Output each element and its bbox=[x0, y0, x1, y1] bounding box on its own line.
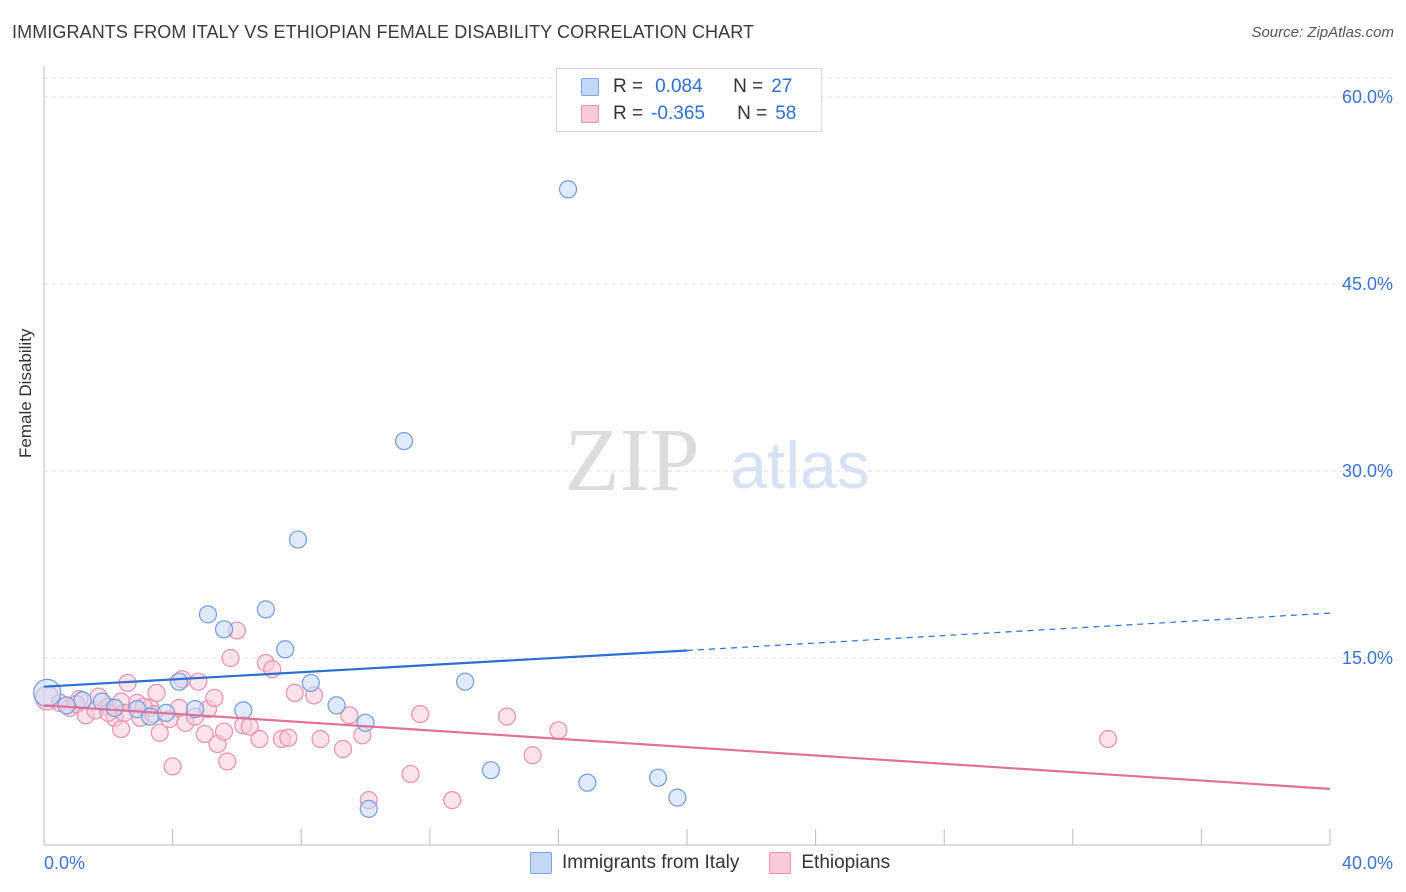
italy-point bbox=[481, 761, 500, 780]
legend-n-value: 27 bbox=[771, 76, 793, 97]
legend-r-value: -0.365 bbox=[651, 103, 705, 124]
x-tick-label: 40.0% bbox=[1342, 853, 1393, 873]
italy-point bbox=[73, 691, 92, 710]
ethiopians-point bbox=[285, 683, 304, 703]
italy-point bbox=[186, 700, 205, 719]
legend-label-italy: Immigrants from Italy bbox=[562, 852, 740, 873]
ethiopians-point bbox=[218, 752, 237, 771]
legend-swatch-ethiopians bbox=[769, 852, 792, 874]
series-legend: Immigrants from Italy Ethiopians bbox=[530, 852, 920, 874]
y-tick-labels: 15.0% 30.0% 45.0% 60.0% bbox=[1342, 87, 1393, 668]
italy-point bbox=[359, 799, 378, 818]
grid-lines bbox=[44, 77, 1392, 659]
ethiopians-point bbox=[221, 648, 240, 668]
italy-point bbox=[648, 768, 668, 787]
italy-point bbox=[668, 788, 687, 807]
ethiopians-point bbox=[401, 764, 420, 784]
italy-point bbox=[288, 530, 308, 549]
x-tick-label: 0.0% bbox=[44, 853, 85, 873]
y-tick-label: 15.0% bbox=[1342, 648, 1393, 668]
italy-point bbox=[33, 678, 62, 708]
legend-label-ethiopians: Ethiopians bbox=[801, 852, 891, 873]
italy-point bbox=[198, 605, 218, 624]
trend-lines bbox=[43, 612, 1331, 790]
watermark-zip: ZIP bbox=[565, 411, 700, 510]
ethiopians-point bbox=[112, 719, 131, 739]
legend-r-label: R = bbox=[613, 103, 644, 124]
watermark-atlas: atlas bbox=[730, 428, 869, 502]
ethiopians-point bbox=[549, 721, 568, 740]
legend-n-label: N = bbox=[733, 76, 764, 97]
ethiopians-point bbox=[250, 729, 269, 749]
italy-point bbox=[214, 620, 234, 639]
legend-swatch-ethiopians bbox=[581, 105, 599, 123]
ethiopians-point bbox=[189, 672, 208, 691]
ethiopians-point bbox=[205, 688, 224, 707]
italy-trend-extension bbox=[686, 612, 1331, 652]
ethiopians-trend-line bbox=[43, 704, 1331, 790]
legend-r-value: 0.084 bbox=[655, 76, 703, 97]
legend-item-italy: Immigrants from Italy bbox=[530, 852, 739, 874]
ethiopians-point bbox=[340, 706, 359, 725]
italy-point bbox=[256, 600, 275, 619]
italy-point bbox=[394, 431, 414, 451]
italy-point bbox=[105, 698, 124, 717]
legend-swatch-italy bbox=[581, 78, 599, 96]
italy-point bbox=[356, 713, 375, 732]
ethiopians-point bbox=[163, 757, 182, 776]
watermark: ZIP atlas bbox=[565, 411, 870, 510]
italy-point bbox=[276, 640, 295, 659]
legend-n-label: N = bbox=[737, 103, 768, 124]
ethiopians-point bbox=[147, 683, 166, 703]
italy-point bbox=[327, 696, 346, 715]
italy-point bbox=[578, 773, 597, 792]
ethiopians-point bbox=[411, 704, 430, 724]
italy-point bbox=[456, 672, 475, 691]
ethiopians-point bbox=[1099, 729, 1118, 749]
italy-point bbox=[169, 672, 189, 691]
legend-swatch-italy bbox=[530, 852, 552, 874]
ethiopians-point bbox=[311, 729, 330, 749]
legend-r-label: R = bbox=[613, 76, 644, 97]
italy-point bbox=[140, 707, 160, 726]
x-tick-labels: 0.0% 40.0% bbox=[44, 853, 1393, 873]
source-label: Source: ZipAtlas.com bbox=[1251, 24, 1394, 41]
ethiopians-point bbox=[333, 739, 353, 759]
correlation-legend: R = 0.084 N = 27 R = -0.365 N = 58 bbox=[556, 68, 822, 132]
legend-n-value: 58 bbox=[775, 103, 797, 124]
ethiopians-point bbox=[214, 722, 234, 741]
legend-row-ethiopians: R = -0.365 N = 58 bbox=[581, 102, 796, 126]
ethiopians-point bbox=[523, 746, 542, 765]
ethiopians-point bbox=[443, 791, 462, 810]
ethiopians-point bbox=[279, 728, 298, 747]
ethiopians-point bbox=[195, 724, 214, 744]
ethiopians-point bbox=[497, 707, 517, 726]
y-tick-label: 30.0% bbox=[1342, 461, 1393, 481]
italy-point bbox=[301, 673, 320, 693]
italy-point bbox=[234, 701, 253, 720]
y-tick-label: 60.0% bbox=[1342, 87, 1393, 107]
y-tick-label: 45.0% bbox=[1342, 274, 1393, 294]
ethiopians-points bbox=[34, 621, 1118, 810]
legend-item-ethiopians: Ethiopians bbox=[769, 852, 890, 874]
axes bbox=[43, 66, 1331, 846]
legend-row-italy: R = 0.084 N = 27 bbox=[581, 75, 792, 99]
ethiopians-point bbox=[150, 723, 169, 742]
italy-point bbox=[558, 180, 578, 199]
chart-title: IMMIGRANTS FROM ITALY VS ETHIOPIAN FEMAL… bbox=[12, 22, 755, 42]
italy-trend-line bbox=[43, 649, 688, 688]
